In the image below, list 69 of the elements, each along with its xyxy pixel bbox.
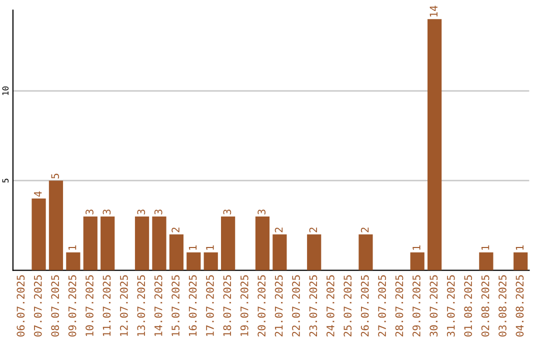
x-tick-label: 03.08.2025 [498,275,506,336]
x-tick-label: 11.07.2025 [102,275,111,336]
x-tick-label: 22.07.2025 [292,275,300,336]
data-label: 2 [172,228,180,232]
x-tick-label: 24.07.2025 [326,275,334,336]
x-tick-label: 25.07.2025 [344,275,352,336]
x-tick-label: 04.08.2025 [516,275,524,336]
x-tick-label: 12.07.2025 [120,275,128,336]
x-tick-label: 30.07.2025 [430,275,438,336]
data-label: 3 [154,210,162,214]
bar [514,252,528,270]
bar [307,234,322,270]
x-tick-label: 18.07.2025 [223,275,232,336]
x-tick-label: 28.07.2025 [395,275,404,336]
bar [32,198,46,270]
data-label: 1 [206,245,214,250]
data-label: 3 [137,210,146,214]
data-label: 1 [516,245,524,250]
data-label: 5 [51,174,60,178]
x-tick-label: 26.07.2025 [360,275,369,336]
bar [152,216,166,270]
bar [272,234,287,270]
bar [410,252,424,270]
x-tick-label: 19.07.2025 [240,275,248,336]
x-tick-label: 09.07.2025 [68,275,76,336]
x-tick-label: 16.07.2025 [188,275,197,336]
bar [186,252,201,270]
data-label: 3 [223,210,232,214]
x-tick-label: 02.08.2025 [481,275,490,336]
x-tick-label: 06.07.2025 [16,275,25,336]
data-label: 2 [360,228,369,232]
bar [428,19,442,270]
x-tick-label: 17.07.2025 [206,275,214,336]
bar [83,216,98,270]
bar [134,216,150,270]
x-tick-label: 01.08.2025 [464,275,472,336]
data-label: 14 [430,6,438,17]
bar [48,180,64,270]
bar [169,234,184,270]
data-label: 3 [86,210,94,214]
x-tick-label: 31.07.2025 [446,275,455,336]
bar [204,252,218,270]
bar [358,234,373,270]
bar [100,216,115,270]
x-tick-label: 23.07.2025 [309,275,318,336]
x-tick-label: 14.07.2025 [154,275,162,336]
data-label: 3 [258,210,266,214]
x-tick-label: 15.07.2025 [172,275,180,336]
x-tick-label: 29.07.2025 [412,275,420,336]
data-label: 4 [34,191,42,197]
data-label: 2 [309,228,317,232]
data-label: 1 [412,245,420,250]
x-tick-label: 10.07.2025 [86,275,94,336]
x-tick-label: 13.07.2025 [137,275,146,336]
bar [221,216,236,270]
data-label: 1 [68,245,76,250]
bar [66,252,80,270]
bar [255,216,270,270]
data-label: 2 [274,228,283,232]
x-tick-label: 20.07.2025 [258,275,266,336]
x-tick-label: 27.07.2025 [378,275,386,336]
data-label: 1 [188,245,197,250]
data-label: 1 [481,245,490,250]
data-label: 3 [102,210,111,214]
y-tick-label: 10 [2,86,9,95]
x-tick-label: 07.07.2025 [34,275,42,336]
x-tick-label: 08.07.2025 [51,275,60,336]
bar [479,252,494,270]
x-tick-label: 21.07.2025 [274,275,283,336]
